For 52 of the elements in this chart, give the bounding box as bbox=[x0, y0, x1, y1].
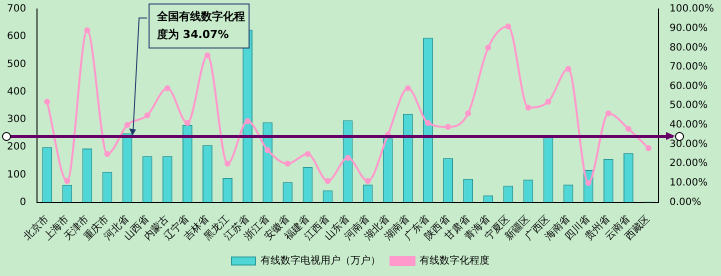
y2-tick-label: 60.00% bbox=[670, 80, 708, 92]
point bbox=[625, 126, 632, 132]
point bbox=[465, 110, 472, 116]
legend-label: 有线数字化程度 bbox=[420, 254, 490, 267]
point bbox=[525, 104, 532, 111]
y2-tick-label: 80.00% bbox=[670, 42, 708, 54]
point bbox=[404, 85, 411, 92]
y2-tick-label: 70.00% bbox=[670, 62, 708, 73]
y2-tick-label: 20.00% bbox=[670, 158, 708, 170]
point bbox=[264, 147, 271, 154]
y2-tick-label: 10.00% bbox=[670, 178, 708, 189]
y2-tick-label: 40.00% bbox=[670, 120, 708, 131]
point bbox=[645, 145, 652, 152]
point bbox=[565, 66, 572, 72]
ref-line-label: 全国有线数字化程度为 34.07% bbox=[156, 10, 246, 41]
point bbox=[424, 120, 431, 126]
point bbox=[224, 160, 231, 167]
y2-tick-label: 0.00% bbox=[670, 196, 702, 208]
point bbox=[485, 44, 492, 51]
point bbox=[84, 27, 90, 34]
point bbox=[364, 178, 371, 184]
point bbox=[64, 178, 70, 184]
point bbox=[585, 180, 592, 186]
point bbox=[284, 160, 291, 167]
y-tick-label: 700 bbox=[6, 4, 26, 15]
point bbox=[44, 98, 50, 105]
point bbox=[204, 52, 210, 58]
point bbox=[144, 112, 150, 118]
point bbox=[244, 118, 251, 124]
y-tick-label: 500 bbox=[6, 58, 26, 70]
point bbox=[445, 124, 452, 130]
y2-tick-label: 30.00% bbox=[670, 138, 708, 150]
y-tick-label: 100 bbox=[6, 169, 26, 180]
y2-tick-label: 100.00% bbox=[670, 4, 714, 15]
point bbox=[545, 98, 552, 105]
point bbox=[184, 120, 190, 126]
legend-label: 有线数字电视用户（万户） bbox=[260, 254, 380, 267]
point bbox=[304, 150, 311, 157]
y-tick-label: 200 bbox=[6, 142, 26, 153]
y2-tick-label: 90.00% bbox=[670, 22, 708, 34]
y-tick-label: 300 bbox=[6, 114, 26, 126]
point bbox=[324, 178, 331, 184]
y2-tick-label: 50.00% bbox=[670, 100, 708, 112]
point bbox=[605, 110, 612, 116]
y-tick-label: 0 bbox=[20, 196, 26, 208]
point bbox=[124, 122, 130, 128]
point bbox=[164, 85, 170, 92]
point bbox=[344, 154, 351, 161]
y-tick-label: 400 bbox=[6, 86, 26, 98]
point bbox=[104, 150, 110, 157]
point bbox=[505, 23, 512, 30]
y-tick-label: 600 bbox=[6, 31, 26, 42]
